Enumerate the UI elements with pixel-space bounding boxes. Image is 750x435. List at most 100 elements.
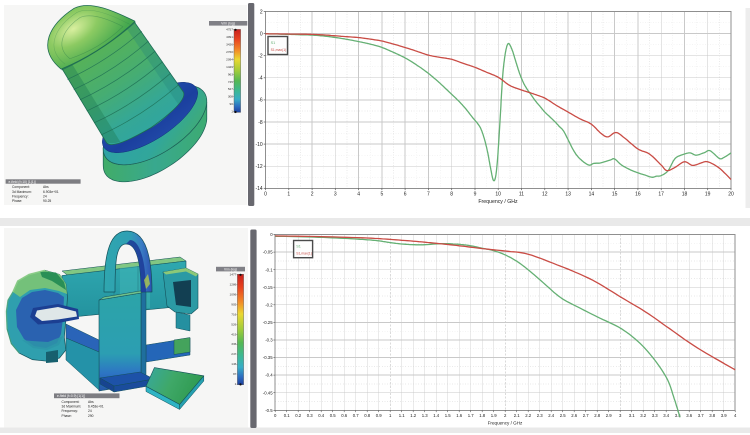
svg-text:1477: 1477 [230,273,237,277]
svg-text:Phase:: Phase: [12,199,22,203]
svg-text:247: 247 [231,352,236,356]
svg-text:1.6: 1.6 [456,413,463,418]
svg-text:3.7: 3.7 [698,413,705,418]
svg-text:13: 13 [565,192,571,198]
svg-text:2: 2 [504,413,507,418]
svg-text:-0.15: -0.15 [263,285,273,290]
svg-text:2.6: 2.6 [571,413,578,418]
svg-text:16: 16 [635,192,641,198]
svg-text:Frequency:: Frequency: [62,409,79,413]
svg-text:905: 905 [231,303,236,307]
svg-text:18: 18 [682,192,688,198]
svg-text:1: 1 [235,382,237,386]
svg-text:0.4: 0.4 [318,413,325,418]
svg-text:0: 0 [260,31,263,37]
svg-text:8: 8 [450,192,453,198]
svg-text:e-field (f=0.9) [1(1)]: e-field (f=0.9) [1(1)] [57,394,85,398]
svg-text:146: 146 [231,362,236,366]
svg-text:1.3: 1.3 [422,413,429,418]
svg-text:V/m (log): V/m (log) [221,22,235,26]
svg-text:0: 0 [264,192,267,198]
svg-text:1.4: 1.4 [433,413,440,418]
svg-text:S1,max(1): S1,max(1) [296,251,312,255]
svg-text:3d Maximum:: 3d Maximum: [62,405,82,409]
svg-text:-0.25: -0.25 [263,320,273,325]
svg-text:5: 5 [381,192,384,198]
svg-text:Abs: Abs [88,400,94,404]
svg-text:-0.2: -0.2 [265,302,273,307]
svg-text:2.4: 2.4 [548,413,555,418]
svg-text:2760: 2760 [226,50,233,54]
svg-text:419: 419 [231,332,236,336]
svg-text:6.453e+01: 6.453e+01 [88,405,104,409]
svg-text:6.903e+01: 6.903e+01 [43,190,59,194]
svg-text:24: 24 [43,194,47,198]
svg-text:308: 308 [228,95,233,99]
svg-text:2.2: 2.2 [525,413,532,418]
svg-text:-6: -6 [258,98,263,104]
svg-text:S1: S1 [296,245,301,249]
svg-text:0: 0 [270,232,273,237]
svg-text:1.7: 1.7 [468,413,475,418]
svg-text:3: 3 [334,192,337,198]
svg-text:963: 963 [228,72,233,76]
svg-text:-0.45: -0.45 [263,390,273,395]
svg-text:17: 17 [658,192,664,198]
svg-text:1: 1 [231,110,233,114]
svg-text:716: 716 [231,312,236,316]
svg-text:S1: S1 [271,41,276,45]
svg-text:1.1: 1.1 [399,413,406,418]
svg-text:4091: 4091 [226,35,233,39]
svg-text:290: 290 [88,414,94,418]
svg-text:2.3: 2.3 [537,413,544,418]
svg-text:12: 12 [542,192,548,198]
svg-text:Frequency / GHz: Frequency / GHz [488,420,523,425]
svg-text:0.5: 0.5 [330,413,337,418]
svg-text:0.3: 0.3 [307,413,314,418]
svg-text:-10: -10 [255,142,262,148]
svg-text:3.5: 3.5 [675,413,682,418]
svg-text:Frequency / GHz: Frequency / GHz [478,199,518,205]
svg-text:-8: -8 [258,120,263,126]
svg-text:3.2: 3.2 [640,413,647,418]
svg-text:0.9: 0.9 [376,413,383,418]
svg-text:2.1: 2.1 [514,413,521,418]
svg-text:S1,max(1): S1,max(1) [271,48,287,52]
svg-text:0.2: 0.2 [295,413,302,418]
svg-text:V/m (log): V/m (log) [224,268,237,272]
svg-text:15: 15 [612,192,618,198]
svg-text:2: 2 [311,192,314,198]
svg-text:4: 4 [734,413,737,418]
svg-text:-0.05: -0.05 [263,250,273,255]
svg-text:3.3: 3.3 [652,413,659,418]
svg-text:20: 20 [728,192,734,198]
svg-text:3.6: 3.6 [686,413,693,418]
svg-text:1096: 1096 [230,293,237,297]
svg-text:2.8: 2.8 [594,413,601,418]
svg-text:1: 1 [287,192,290,198]
svg-text:2.7: 2.7 [583,413,590,418]
svg-text:336: 336 [231,342,236,346]
svg-text:90.25: 90.25 [43,199,51,203]
svg-text:527: 527 [228,87,233,91]
svg-text:19: 19 [705,192,711,198]
svg-text:24: 24 [88,409,92,413]
svg-text:-0.35: -0.35 [263,355,273,360]
svg-text:1.9: 1.9 [491,413,498,418]
svg-text:4: 4 [357,192,360,198]
svg-text:7: 7 [427,192,430,198]
svg-text:3: 3 [619,413,622,418]
svg-text:e-field (f=10) [1(1)]: e-field (f=10) [1(1)] [9,180,36,184]
svg-text:Component:: Component: [12,185,30,189]
svg-text:0.1: 0.1 [284,413,291,418]
svg-text:-4: -4 [258,76,263,82]
svg-text:1: 1 [389,413,392,418]
svg-text:0.7: 0.7 [353,413,360,418]
svg-text:10: 10 [495,192,501,198]
svg-text:14: 14 [589,192,595,198]
svg-text:3.4: 3.4 [663,413,670,418]
svg-text:-0.1: -0.1 [265,267,273,272]
svg-text:3d Maximum:: 3d Maximum: [12,190,32,194]
svg-text:-0.4: -0.4 [265,373,273,378]
svg-text:6: 6 [404,192,407,198]
